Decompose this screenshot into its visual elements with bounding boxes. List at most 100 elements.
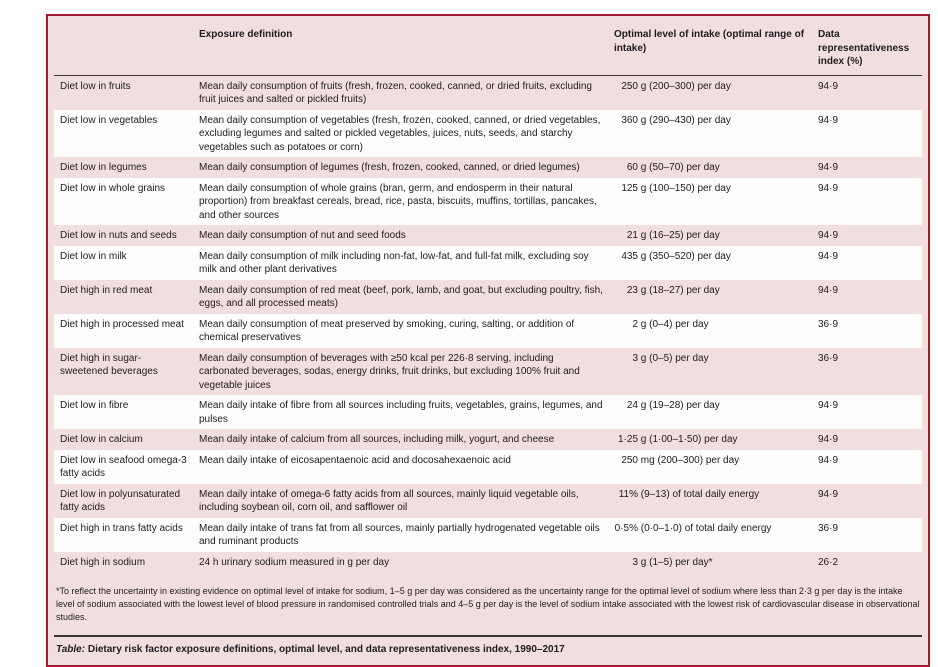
optimal-intake-range: g (100–150) per day — [640, 182, 731, 194]
column-header-optimal-intake: Optimal level of intake (optimal range o… — [614, 16, 818, 76]
optimal-intake-amount: 11% — [618, 488, 638, 500]
optimal-intake-range: g (16–25) per day — [640, 230, 720, 241]
exposure-definition-text: Mean daily intake of fibre from all sour… — [199, 400, 603, 425]
optimal-intake-range: g (200–300) per day — [640, 80, 731, 92]
table-row: Diet low in nuts and seeds Mean daily con… — [54, 225, 922, 246]
exposure-definition-text: Mean daily consumption of red meat (beef… — [199, 284, 603, 310]
table-row: Diet low in fruits Mean daily consumption… — [54, 75, 922, 110]
optimal-intake-range: g (50–70) per day — [640, 162, 720, 173]
table-body: Diet low in fruits Mean daily consumption… — [54, 75, 922, 572]
risk-factor-label: Diet high in processed meat — [60, 318, 184, 330]
table-row: Diet high in processed meat Mean daily co… — [54, 313, 922, 348]
optimal-intake-range: g (0–5) per day — [640, 352, 709, 364]
exposure-definition-text: 24 h urinary sodium measured in g per da… — [199, 556, 390, 568]
risk-factor-label: Diet low in seafood omega-3 fatty acids — [60, 454, 187, 480]
risk-factor-label: Diet high in sodium — [60, 556, 146, 568]
optimal-intake-amount: 0·5% — [614, 522, 638, 534]
optimal-intake-amount: 250 — [621, 80, 638, 92]
optimal-intake-amount: 125 — [621, 182, 638, 194]
optimal-intake-value: 3 g (1–5) per day* — [614, 552, 818, 573]
optimal-intake-amount: 60 — [626, 162, 638, 173]
risk-factor-label: Diet low in legumes — [60, 162, 147, 173]
data-representativeness-value: 94·9 — [818, 114, 839, 126]
optimal-intake-amount: 21 — [626, 230, 638, 241]
risk-factor-label: Diet low in polyunsaturated fatty acids — [60, 488, 181, 514]
optimal-intake-range: g (19–28) per day — [640, 400, 720, 411]
table-header: Exposure definition Optimal level of int… — [54, 16, 922, 76]
table-row: Diet high in trans fatty acids Mean daily… — [54, 517, 922, 552]
optimal-intake-amount: 1·25 — [617, 434, 638, 445]
exposure-definition-text: Mean daily intake of calcium from all so… — [199, 434, 555, 445]
optimal-intake-amount: 23 — [626, 284, 638, 296]
exposure-definition-text: Mean daily consumption of beverages with… — [199, 352, 580, 391]
caption-label: Table: — [56, 644, 86, 655]
data-representativeness-value: 36·9 — [818, 318, 839, 330]
data-representativeness-value: 94·9 — [818, 488, 839, 500]
exposure-definition-text: Mean daily consumption of meat preserved… — [199, 318, 575, 344]
optimal-intake-value: 360 g (290–430) per day — [614, 110, 818, 158]
column-header-data-representativeness: Data representativeness index (%) — [818, 16, 922, 76]
optimal-intake-value: 24 g (19–28) per day — [614, 395, 818, 429]
table-row: Diet low in polyunsaturated fatty acids M… — [54, 484, 922, 518]
exposure-definition-text: Mean daily consumption of fruits (fresh,… — [199, 80, 592, 106]
optimal-intake-amount: 435 — [621, 250, 638, 262]
risk-factor-label: Diet low in fruits — [60, 80, 131, 92]
data-representativeness-value: 94·9 — [818, 250, 839, 262]
risk-factor-label: Diet low in milk — [60, 250, 127, 262]
optimal-intake-range: g (350–520) per day — [640, 250, 731, 262]
table-row: Diet low in whole grains Mean daily consu… — [54, 177, 922, 225]
optimal-intake-value: 250 g (200–300) per day — [614, 75, 818, 110]
optimal-intake-range: g (0–4) per day — [640, 318, 709, 330]
risk-factor-label: Diet low in fibre — [60, 400, 129, 411]
optimal-intake-value: 250 mg (200–300) per day — [614, 450, 818, 484]
risk-factor-label: Diet high in trans fatty acids — [60, 522, 183, 534]
caption-text: Dietary risk factor exposure definitions… — [85, 644, 565, 655]
risk-factor-label: Diet high in sugar-sweetened beverages — [60, 352, 158, 378]
data-representativeness-value: 26·2 — [818, 556, 839, 568]
exposure-definition-text: Mean daily consumption of vegetables (fr… — [199, 114, 601, 153]
data-representativeness-value: 36·9 — [818, 522, 839, 534]
optimal-intake-value: 2 g (0–4) per day — [614, 314, 818, 348]
table-row: Diet low in legumes Mean daily consumptio… — [54, 157, 922, 178]
exposure-definition-text: Mean daily consumption of whole grains (… — [199, 182, 597, 221]
optimal-intake-amount: 250 — [621, 454, 638, 466]
data-representativeness-value: 94·9 — [818, 80, 839, 92]
table-row: Diet high in sodium 24 h urinary sodium m… — [54, 552, 922, 573]
optimal-intake-amount: 360 — [621, 114, 638, 126]
optimal-intake-amount: 2 — [632, 318, 638, 330]
risk-factor-label: Diet low in calcium — [60, 434, 143, 445]
data-representativeness-value: 94·9 — [818, 454, 839, 466]
exposure-definition-text: Mean daily consumption of legumes (fresh… — [199, 162, 580, 173]
caption-divider — [54, 635, 922, 637]
footnote: *To reflect the uncertainty in existing … — [56, 586, 920, 622]
table-row: Diet low in vegetables Mean daily consump… — [54, 109, 922, 158]
column-header-risk-factor — [54, 16, 199, 76]
risk-factor-label: Diet low in whole grains — [60, 182, 166, 194]
data-representativeness-value: 94·9 — [818, 182, 839, 194]
exposure-definition-text: Mean daily intake of eicosapentaenoic ac… — [199, 454, 511, 466]
header-row: Exposure definition Optimal level of int… — [54, 16, 922, 76]
risk-factor-label: Diet high in red meat — [60, 284, 153, 296]
data-representativeness-value: 94·9 — [818, 230, 839, 241]
optimal-intake-range: g (18–27) per day — [640, 284, 720, 296]
table-card: Exposure definition Optimal level of int… — [46, 14, 930, 667]
exposure-definition-text: Mean daily intake of trans fat from all … — [199, 522, 600, 548]
optimal-intake-range: mg (200–300) per day — [640, 454, 740, 466]
optimal-intake-value: 3 g (0–5) per day — [614, 348, 818, 396]
data-representativeness-value: 94·9 — [818, 434, 839, 445]
data-representativeness-value: 36·9 — [818, 352, 839, 364]
risk-factor-label: Diet low in nuts and seeds — [60, 230, 177, 241]
optimal-intake-amount: 3 — [632, 556, 638, 568]
table-row: Diet low in milk Mean daily consumption o… — [54, 245, 922, 280]
column-header-exposure-definition: Exposure definition — [199, 16, 614, 76]
table-row: Diet low in seafood omega-3 fatty acids M… — [54, 449, 922, 484]
data-representativeness-value: 94·9 — [818, 284, 839, 296]
optimal-intake-value: 435 g (350–520) per day — [614, 246, 818, 280]
optimal-intake-range: g (1·00–1·50) per day — [640, 434, 738, 445]
risk-factor-label: Diet low in vegetables — [60, 114, 158, 126]
optimal-intake-value: 21 g (16–25) per day — [614, 225, 818, 246]
optimal-intake-value: 1·25 g (1·00–1·50) per day — [614, 429, 818, 450]
optimal-intake-range: (9–13) of total daily energy — [640, 488, 760, 500]
table-row: Diet low in calcium Mean daily intake of … — [54, 429, 922, 450]
table-row: Diet high in sugar-sweetened beverages Me… — [54, 348, 922, 396]
